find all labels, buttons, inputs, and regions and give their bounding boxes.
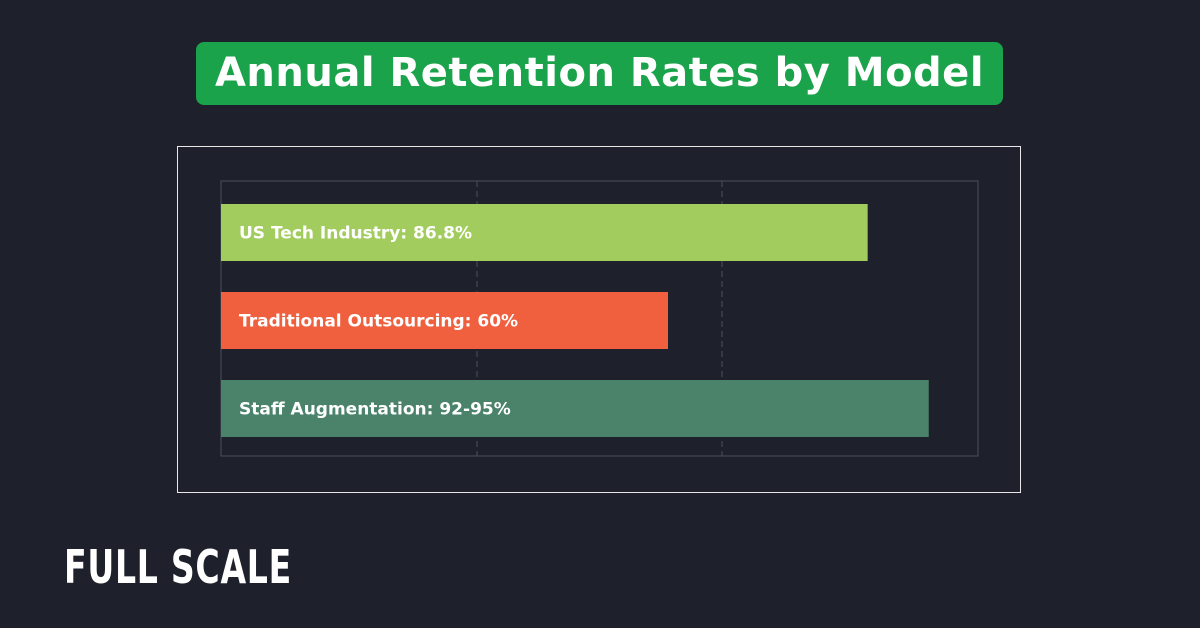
bar-us-tech-industry — [221, 204, 868, 261]
bar-staff-augmentation — [221, 380, 929, 437]
chart-title: Annual Retention Rates by Model — [196, 42, 1003, 105]
bar-label: Staff Augmentation: 92-95% — [239, 400, 511, 420]
bar-label: Traditional Outsourcing: 60% — [239, 312, 518, 332]
bar-label: US Tech Industry: 86.8% — [239, 224, 472, 244]
full-scale-logo: FULL SCALE — [64, 540, 292, 594]
bar-traditional-outsourcing — [221, 292, 668, 349]
chart-frame — [177, 146, 1021, 493]
